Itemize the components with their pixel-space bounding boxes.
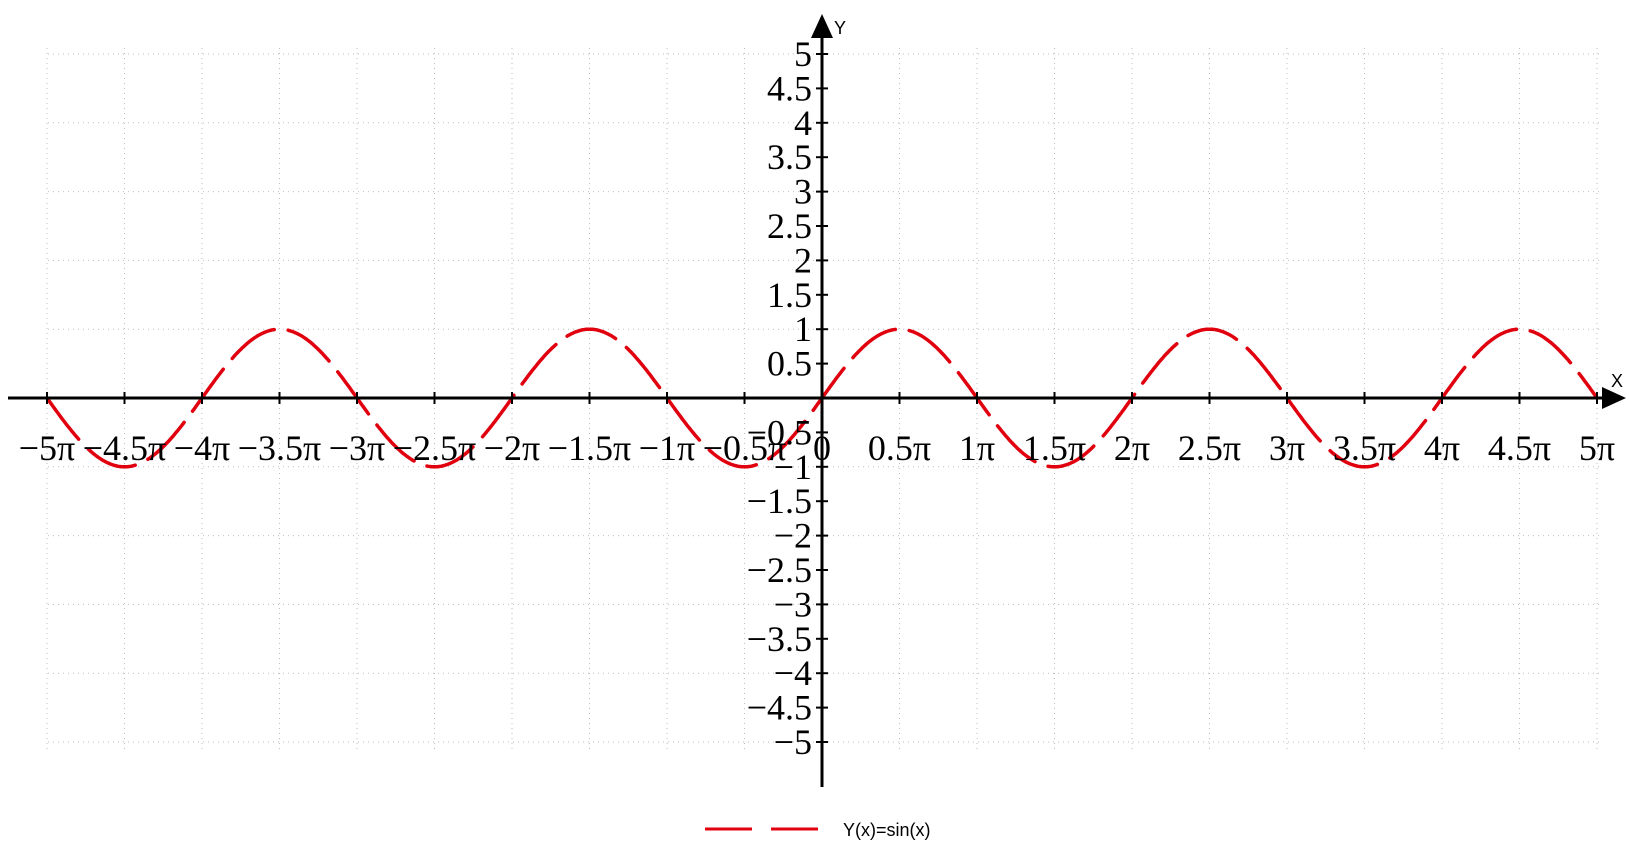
y-tick-label: −4 xyxy=(774,653,812,693)
x-tick-label: 2.5π xyxy=(1178,428,1241,468)
x-tick-label: −4π xyxy=(174,428,230,468)
x-tick-label: −2.5π xyxy=(393,428,476,468)
x-tick-label: 4π xyxy=(1424,428,1460,468)
y-tick-label: −3.5 xyxy=(747,619,812,659)
x-tick-label: −1.5π xyxy=(548,428,631,468)
x-tick-label: −2π xyxy=(484,428,540,468)
x-axis-name: X xyxy=(1611,371,1623,391)
x-tick-label: 0 xyxy=(813,428,831,468)
x-axis-arrow xyxy=(1602,387,1626,409)
x-tick-label: 1.5π xyxy=(1023,428,1086,468)
y-tick-label: 3 xyxy=(794,172,812,212)
y-tick-label: −4.5 xyxy=(747,688,812,728)
y-axis-name: Y xyxy=(834,18,846,38)
y-axis-arrow xyxy=(811,14,833,38)
y-tick-label: −2.5 xyxy=(747,550,812,590)
y-tick-label: −3 xyxy=(774,584,812,624)
legend-label: Y(x)=sin(x) xyxy=(843,820,931,840)
ticks: −5π −4.5π −4π −3.5π −3π −2.5π −2π −1.5π −1π −0.5π… xyxy=(19,34,1615,762)
y-tick-label: −2 xyxy=(774,516,812,556)
x-tick-label: −0.5π xyxy=(703,428,786,468)
y-tick-label: 2 xyxy=(794,240,812,280)
y-tick-label: 1 xyxy=(794,309,812,349)
x-tick-label: −1π xyxy=(639,428,695,468)
y-tick-label: 5 xyxy=(794,34,812,74)
x-tick-label: −4.5π xyxy=(83,428,166,468)
legend: Y(x)=sin(x) xyxy=(705,820,931,840)
y-tick-label: 3.5 xyxy=(767,137,812,177)
y-tick-label: 1.5 xyxy=(767,275,812,315)
y-tick-label: 4 xyxy=(794,103,812,143)
x-tick-label: 1π xyxy=(959,428,995,468)
y-tick-label: 2.5 xyxy=(767,206,812,246)
y-tick-label: −1.5 xyxy=(747,481,812,521)
y-tick-label: −0.5 xyxy=(747,412,812,452)
x-tick-label: 3.5π xyxy=(1333,428,1396,468)
y-tick-label: 4.5 xyxy=(767,68,812,108)
y-tick-label: −1 xyxy=(774,447,812,487)
x-tick-label: 2π xyxy=(1114,428,1150,468)
x-tick-label: −5π xyxy=(19,428,75,468)
y-tick-label: 0.5 xyxy=(767,344,812,384)
x-tick-label: 5π xyxy=(1579,428,1615,468)
y-tick-label: −5 xyxy=(774,722,812,762)
x-tick-label: −3π xyxy=(329,428,385,468)
x-tick-label: 3π xyxy=(1269,428,1305,468)
axes: X Y xyxy=(8,14,1626,787)
x-tick-label: 0.5π xyxy=(868,428,931,468)
x-tick-label: 4.5π xyxy=(1488,428,1551,468)
x-tick-label: −3.5π xyxy=(238,428,321,468)
